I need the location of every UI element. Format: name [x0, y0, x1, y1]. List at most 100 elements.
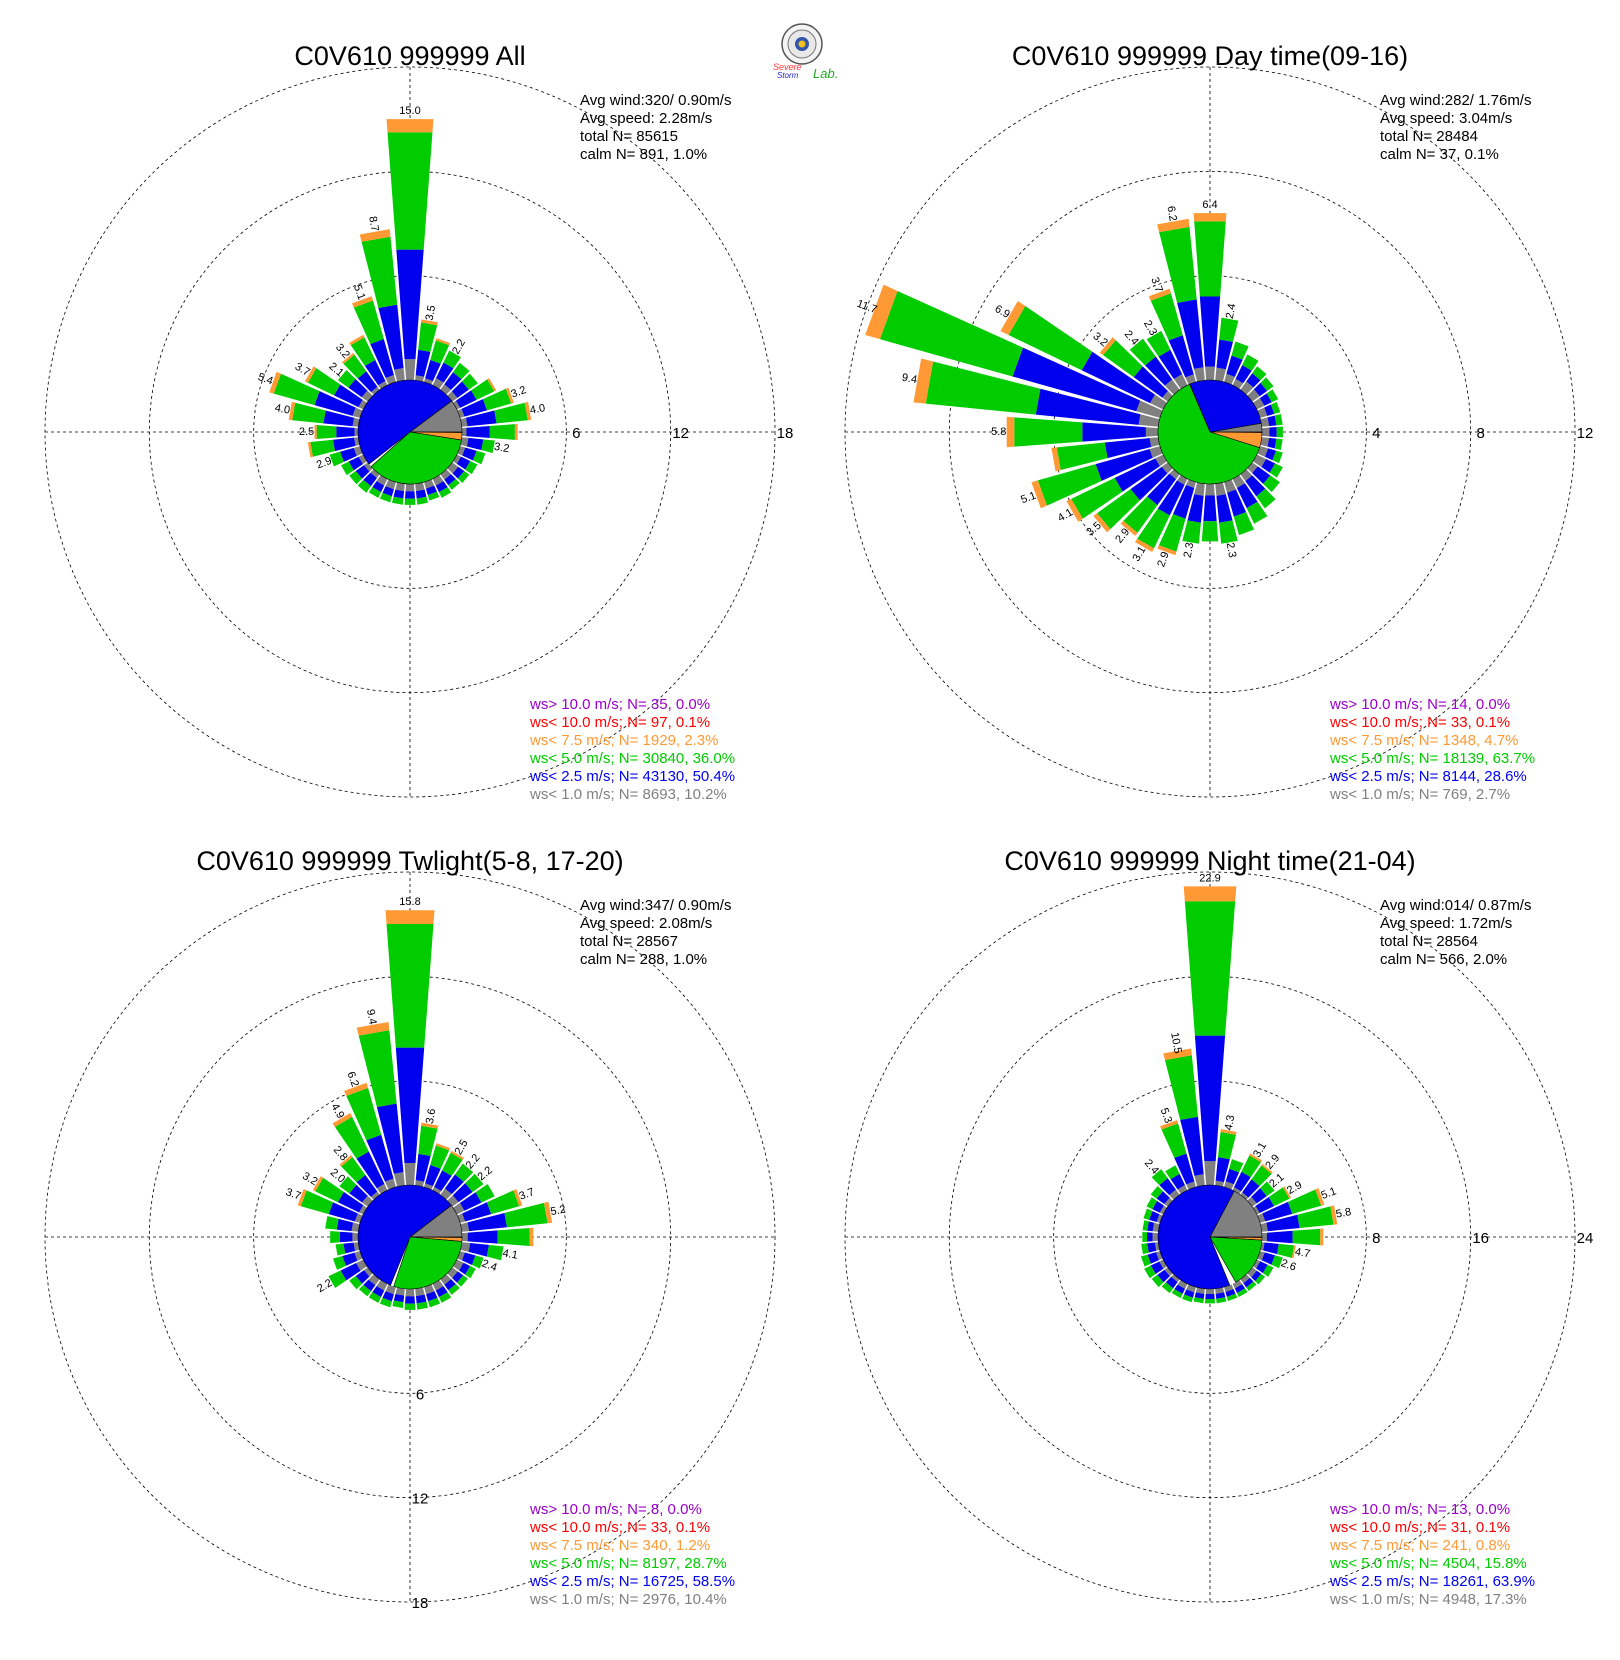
stat-line: Avg speed: 1.72m/s [1380, 915, 1512, 932]
rose-bar-260-blue [1147, 1242, 1157, 1253]
legend-entry-blue: ws< 2.5 m/s; N= 18261, 63.9% [1329, 1573, 1535, 1590]
rose-bar-230-green [1097, 489, 1140, 530]
pie-slice-green [1157, 383, 1260, 485]
rose-bar-300-orange [304, 366, 317, 383]
rose-bar-10-green [1217, 1131, 1237, 1160]
rose-bar-190-gray [1195, 1287, 1205, 1294]
rose-bar-210-blue [372, 481, 385, 493]
legend-entry-green: ws< 5.0 m/s; N= 4504, 15.8% [1329, 1555, 1527, 1572]
rose-bar-200-green [1182, 1294, 1193, 1303]
rose-bar-330-gray [1173, 374, 1188, 389]
rose-bar-130-gray [1247, 1267, 1257, 1278]
rose-bar-80-gray [460, 417, 468, 427]
rose-bar-220-gray [1171, 1274, 1180, 1283]
pie-slice-blue [1189, 379, 1262, 433]
bar-value-label: 4.3 [1223, 1114, 1237, 1131]
rose-bar-170-green [416, 496, 429, 505]
rose-bar-270-gray [354, 427, 358, 437]
rose-bar-210-green [368, 1292, 382, 1303]
rose-bar-50-blue [1251, 1188, 1267, 1204]
rose-bar-190-blue [1194, 1292, 1205, 1299]
pie-slice-green [393, 1236, 463, 1290]
rose-bar-350-gray [1193, 367, 1205, 382]
bar-value-label: 3.6 [424, 1108, 438, 1125]
rose-bar-180-blue [1203, 495, 1217, 522]
rose-bar-20-blue [425, 359, 441, 382]
rose-bar-300-gray [1150, 394, 1167, 410]
rose-bar-270-green [1014, 417, 1083, 447]
chart-title: C0V610 999999 All [294, 41, 525, 71]
rose-bar-90-orange [529, 1227, 534, 1247]
rose-bar-310-green [339, 1176, 357, 1194]
rose-bar-210-blue [1157, 480, 1185, 516]
legend-entry-gray: ws< 1.0 m/s; N= 4948, 17.3% [1329, 1591, 1527, 1608]
bar-value-label: 8.7 [366, 215, 380, 232]
rose-bar-140-gray [440, 1274, 452, 1285]
rose-bar-270-gray [352, 1232, 358, 1242]
rose-bar-190-gray [395, 1287, 405, 1296]
rose-bar-350-green [1164, 1055, 1198, 1120]
rose-bar-110-blue [1261, 1252, 1275, 1265]
grid-ring [1053, 1080, 1367, 1394]
rose-bar-90-green [1292, 1228, 1321, 1246]
bar-value-label: 2.4 [480, 1258, 498, 1275]
stat-line: total N= 85615 [580, 128, 678, 145]
rose-bar-50-green [1260, 1181, 1275, 1197]
rose-bar-330-blue [1170, 1173, 1185, 1190]
legend-entry-purple: ws> 10.0 m/s; N= 8, 0.0% [529, 1501, 702, 1518]
rose-bar-160-blue [426, 1291, 438, 1302]
rose-bar-90-gray [1262, 427, 1270, 437]
rose-bar-310-green [1103, 340, 1143, 378]
rose-bar-160-blue [1225, 1289, 1236, 1297]
rose-bar-170-green [416, 1301, 429, 1310]
stat-line: Avg speed: 2.08m/s [580, 915, 712, 932]
rose-bar-330-blue [364, 359, 386, 386]
rose-bar-140-blue [1243, 1277, 1254, 1288]
ring-label: 16 [1472, 1230, 1489, 1247]
rose-bar-220-gray [370, 469, 380, 479]
rose-bar-80-green [494, 402, 528, 424]
rose-bar-150-blue [1234, 1284, 1246, 1294]
bar-value-label: 6.4 [1202, 199, 1217, 211]
ring-label: 18 [412, 1595, 429, 1612]
legend-entry-orange: ws< 7.5 m/s; N= 1348, 4.7% [1329, 732, 1518, 749]
legend-entry-purple: ws> 10.0 m/s; N= 14, 0.0% [1329, 696, 1510, 713]
rose-bar-150-blue [1236, 483, 1258, 509]
logo-text-lab: Lab. [813, 66, 839, 81]
rose-bar-190-green [391, 496, 404, 505]
wind-rose-panel-2: C0V610 999999 Day time(09-16) 4 8 12 6.4 2.4 2… [844, 41, 1593, 803]
bar-value-label: 5.4 [256, 371, 274, 388]
rose-bar-260-green [310, 439, 335, 457]
rose-bar-320-blue [357, 371, 378, 393]
rose-bar-170-blue [415, 489, 427, 499]
rose-bar-110-blue [462, 447, 477, 461]
rose-bar-130-blue [452, 466, 465, 479]
rose-bar-260-blue [343, 1242, 356, 1254]
rose-bar-10-orange [420, 319, 438, 326]
rose-bar-140-blue [444, 1279, 456, 1291]
rose-bar-30-gray [1232, 1187, 1242, 1194]
rose-bar-180-blue [405, 491, 415, 499]
rose-bar-80-gray [460, 1222, 470, 1232]
rose-bar-180-green [1205, 1299, 1215, 1304]
rose-bar-20-green [1231, 341, 1249, 360]
rose-bar-140-gray [1240, 469, 1253, 482]
rose-bar-170-gray [1215, 1287, 1225, 1294]
rose-bar-110-gray [1257, 446, 1269, 457]
rose-bar-160-green [1226, 1293, 1238, 1302]
rose-bar-340-green [353, 300, 384, 344]
rose-bar-40-gray [1240, 381, 1254, 395]
rose-bar-100-blue [466, 437, 484, 451]
rose-bar-300-blue [1152, 1200, 1164, 1213]
rose-bar-300-green [315, 1177, 344, 1203]
rose-bar-180-green [404, 498, 416, 505]
rose-bar-10-orange [421, 1122, 439, 1129]
rose-bar-20-green [430, 1145, 450, 1169]
rose-bar-100-gray [460, 1242, 471, 1252]
rose-bar-210-blue [1174, 1284, 1185, 1294]
bar-value-label: 4.0 [274, 402, 291, 416]
rose-bar-290-orange [297, 1189, 307, 1207]
legend-entry-blue: ws< 2.5 m/s; N= 8144, 28.6% [1329, 768, 1527, 785]
rose-bar-290-gray [1136, 400, 1163, 418]
